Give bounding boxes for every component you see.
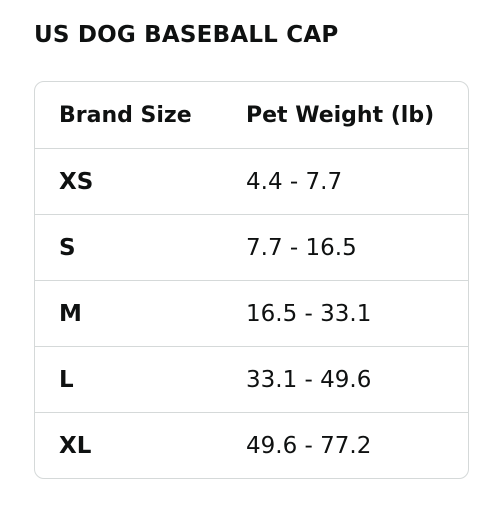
brand-size-cell: XL — [59, 432, 92, 459]
brand-size-cell: L — [59, 366, 74, 393]
column-header-pet-weight: Pet Weight (lb) — [246, 102, 435, 128]
brand-size-cell: M — [59, 300, 82, 327]
pet-weight-cell: 4.4 - 7.7 — [246, 168, 343, 195]
page-title: US DOG BASEBALL CAP — [34, 22, 339, 48]
table-row: L 33.1 - 49.6 — [35, 346, 468, 412]
brand-size-cell: S — [59, 234, 76, 261]
table-row: XS 4.4 - 7.7 — [35, 148, 468, 214]
table-row: M 16.5 - 33.1 — [35, 280, 468, 346]
size-chart-table: Brand Size Pet Weight (lb) XS 4.4 - 7.7 … — [34, 81, 469, 479]
pet-weight-cell: 49.6 - 77.2 — [246, 432, 372, 459]
column-header-brand-size: Brand Size — [59, 102, 192, 128]
table-row: S 7.7 - 16.5 — [35, 214, 468, 280]
pet-weight-cell: 16.5 - 33.1 — [246, 300, 372, 327]
table-row: XL 49.6 - 77.2 — [35, 412, 468, 478]
pet-weight-cell: 33.1 - 49.6 — [246, 366, 372, 393]
brand-size-cell: XS — [59, 168, 94, 195]
pet-weight-cell: 7.7 - 16.5 — [246, 234, 357, 261]
table-header-row: Brand Size Pet Weight (lb) — [35, 82, 468, 148]
